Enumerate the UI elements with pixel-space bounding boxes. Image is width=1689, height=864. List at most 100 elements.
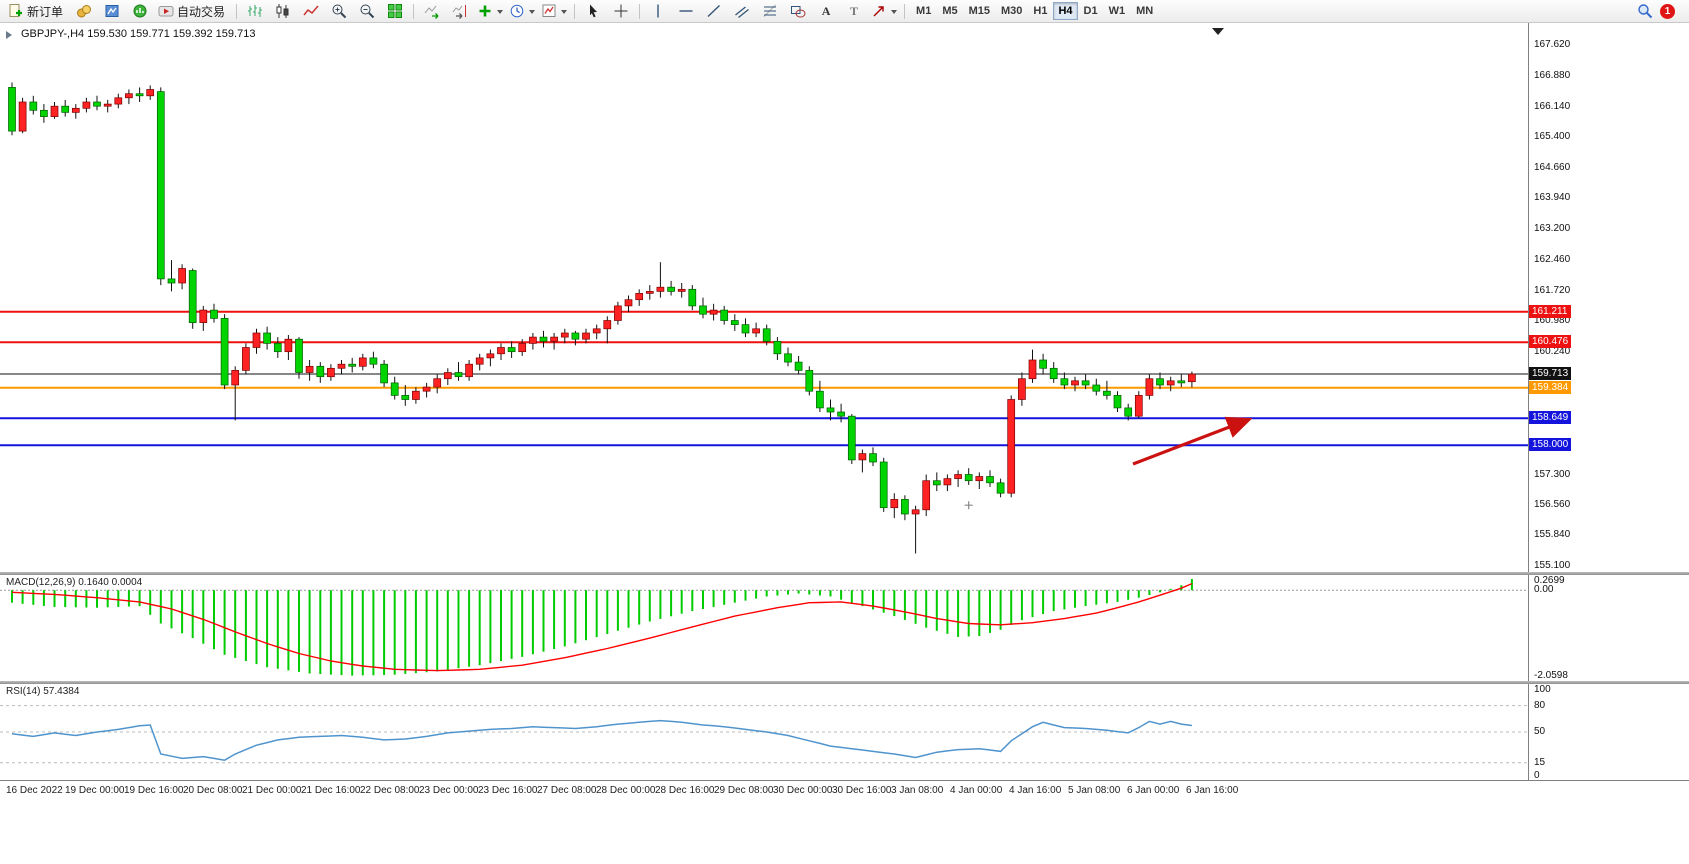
toolbar-right-group: 1 xyxy=(1637,3,1685,19)
toolbar-separator xyxy=(413,3,415,19)
arrows-icon xyxy=(873,6,884,17)
tile-windows-button[interactable] xyxy=(381,0,409,22)
price-axis[interactable]: 167.620 166.880 166.140 165.400 164.660 163.9… xyxy=(1528,23,1689,572)
one-click-trading-toggle[interactable] xyxy=(6,30,16,39)
label-button[interactable]: T xyxy=(840,0,868,22)
cursor-icon xyxy=(590,4,598,18)
auto-trading-button[interactable]: 自动交易 xyxy=(154,0,232,22)
trendline-button[interactable] xyxy=(700,0,728,22)
line-chart-button[interactable] xyxy=(297,0,325,22)
rsi-tick: 100 xyxy=(1534,684,1551,695)
chart-shift-button[interactable] xyxy=(446,0,474,22)
bar-chart-button[interactable] xyxy=(241,0,269,22)
crosshair-icon xyxy=(614,4,628,18)
pane-splitter[interactable] xyxy=(0,572,1689,575)
time-label: 20 Dec 08:00 xyxy=(183,785,243,796)
main-chart-svg xyxy=(0,28,1528,554)
vertical-line-icon xyxy=(657,4,659,18)
navigator-button[interactable] xyxy=(98,0,126,22)
macd-tick: 0.2699 xyxy=(1534,575,1565,586)
time-axis[interactable]: 16 Dec 2022 19 Dec 00:00 19 Dec 16:00 20 De… xyxy=(0,780,1689,801)
fibonacci-button[interactable] xyxy=(756,0,784,22)
horizontal-line-button[interactable] xyxy=(672,0,700,22)
rsi-plot-area[interactable] xyxy=(0,684,1528,785)
pane-splitter[interactable] xyxy=(0,681,1689,684)
new-order-button[interactable]: 新订单 xyxy=(4,0,70,22)
toolbar-separator xyxy=(639,3,641,19)
price-badge-160.476: 160.476 xyxy=(1529,335,1572,349)
toolbar-separator xyxy=(574,3,576,19)
text-tool-icon: A xyxy=(821,3,831,18)
bar-chart-icon xyxy=(248,5,263,17)
channel-button[interactable] xyxy=(728,0,756,22)
macd-histogram xyxy=(11,579,1193,676)
timeframe-button-h4[interactable]: H4 xyxy=(1053,2,1078,20)
trend-arrow-annotation[interactable] xyxy=(1132,416,1253,466)
indicators-button[interactable] xyxy=(474,0,506,22)
price-tick: 155.100 xyxy=(1534,560,1571,571)
toolbar-separator xyxy=(236,3,238,19)
chart-shift-marker[interactable] xyxy=(1212,28,1224,35)
timeframe-button-w1[interactable]: W1 xyxy=(1108,5,1126,17)
rsi-label: RSI(14) 57.4384 xyxy=(6,686,80,697)
time-label: 6 Jan 16:00 xyxy=(1186,785,1239,796)
indicators-caret-icon xyxy=(497,9,504,17)
periods-button[interactable] xyxy=(506,0,538,22)
search-icon[interactable] xyxy=(1637,3,1653,19)
macd-pane: 0.2699 0.00 -2.0598 MACD(12,26,9) 0.1640 0… xyxy=(0,575,1689,681)
zoom-out-button[interactable] xyxy=(353,0,381,22)
terminal-button[interactable] xyxy=(126,0,154,22)
cursor-button[interactable] xyxy=(579,0,607,22)
time-label: 21 Dec 16:00 xyxy=(301,785,361,796)
candlesticks xyxy=(8,82,1196,554)
notification-badge[interactable]: 1 xyxy=(1660,3,1675,19)
crosshair-button[interactable] xyxy=(607,0,635,22)
vertical-line-button[interactable] xyxy=(644,0,672,22)
price-tick: 163.200 xyxy=(1534,222,1571,234)
macd-plot-area[interactable] xyxy=(0,575,1528,686)
market-watch-button[interactable] xyxy=(70,0,98,22)
price-tick: 164.660 xyxy=(1534,162,1571,174)
timeframe-button-m1[interactable]: M1 xyxy=(916,5,932,17)
time-label: 22 Dec 08:00 xyxy=(360,785,420,796)
time-label: 23 Dec 00:00 xyxy=(419,785,479,796)
macd-tick: 0.00 xyxy=(1534,584,1554,596)
price-badge-159.384: 159.384 xyxy=(1529,380,1572,394)
auto-scroll-button[interactable] xyxy=(418,0,446,22)
shapes-icon xyxy=(791,6,806,18)
timeframe-button-m15[interactable]: M15 xyxy=(968,5,990,17)
timeframe-button-m30[interactable]: M30 xyxy=(1001,5,1023,17)
new-order-icon xyxy=(9,4,22,17)
cross-marker[interactable] xyxy=(964,501,973,510)
timeframe-button-mn[interactable]: MN xyxy=(1136,5,1154,17)
chart-plot-area[interactable] xyxy=(0,23,1528,577)
macd-axis[interactable]: 0.2699 0.00 -2.0598 xyxy=(1528,575,1689,681)
timeframe-button-h1[interactable]: H1 xyxy=(1033,5,1048,17)
templates-button[interactable] xyxy=(538,0,570,22)
indicators-icon xyxy=(479,5,491,17)
time-label: 4 Jan 16:00 xyxy=(1009,785,1062,796)
zoom-in-icon xyxy=(332,4,347,19)
rsi-axis[interactable]: 100 80 50 15 0 xyxy=(1528,684,1689,781)
timeframe-button-m5[interactable]: M5 xyxy=(942,5,958,17)
shapes-button[interactable] xyxy=(784,0,812,22)
new-order-label: 新订单 xyxy=(27,4,64,19)
price-tick: 155.840 xyxy=(1534,529,1571,541)
chart-shift-icon xyxy=(452,5,467,19)
arrows-button[interactable] xyxy=(868,0,900,22)
rsi-pane: 100 80 50 15 0 RSI(14) 57.4384 xyxy=(0,684,1689,781)
text-button[interactable]: A xyxy=(812,0,840,22)
zoom-in-button[interactable] xyxy=(325,0,353,22)
candlestick-chart-button[interactable] xyxy=(269,0,297,22)
main-chart-pane: 167.620 166.880 166.140 165.400 164.660 163.9… xyxy=(0,23,1689,572)
rsi-tick: 50 xyxy=(1534,726,1546,737)
time-label: 28 Dec 00:00 xyxy=(596,785,656,796)
macd-svg xyxy=(0,579,1528,676)
macd-tick: -2.0598 xyxy=(1534,670,1568,681)
price-tick: 161.720 xyxy=(1534,284,1571,296)
templates-caret-icon xyxy=(561,9,568,17)
time-label: 28 Dec 16:00 xyxy=(655,785,715,796)
chart-header: GBPJPY-,H4 159.530 159.771 159.392 159.7… xyxy=(6,28,255,40)
timeframe-button-d1[interactable]: D1 xyxy=(1083,5,1098,17)
time-label: 6 Jan 00:00 xyxy=(1127,785,1180,796)
